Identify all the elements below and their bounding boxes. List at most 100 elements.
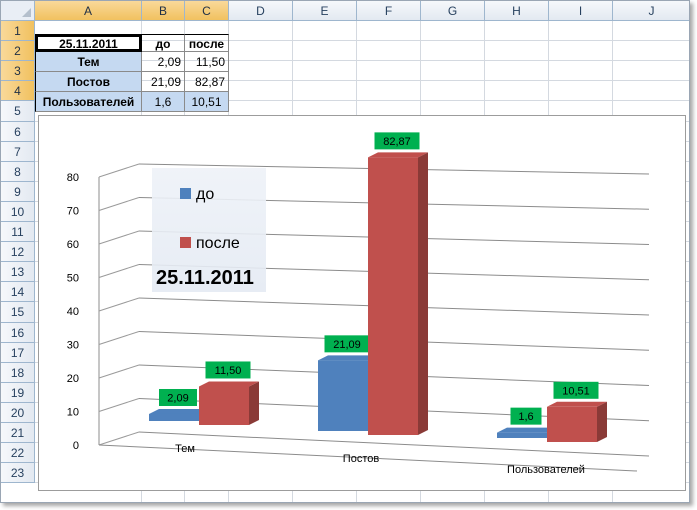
category-label: Тем <box>175 443 195 455</box>
row-header-4[interactable]: 4 <box>1 81 35 101</box>
gridline-side <box>98 230 140 245</box>
column-header-g[interactable]: G <box>421 1 485 21</box>
floor-edge <box>98 444 638 472</box>
legend-box <box>152 168 266 292</box>
bar-до <box>497 432 547 438</box>
cell-c1[interactable]: после <box>185 34 229 52</box>
cell-a3[interactable]: Постов <box>35 72 142 92</box>
column-header-a[interactable]: A <box>35 1 142 21</box>
row-header-17[interactable]: 17 <box>1 343 35 363</box>
category-label: Пользователей <box>507 464 585 476</box>
row-header-20[interactable]: 20 <box>1 403 35 423</box>
bar-после <box>547 406 597 442</box>
data-label: 82,87 <box>383 136 411 148</box>
row-header-12[interactable]: 12 <box>1 242 35 262</box>
row-header-21[interactable]: 21 <box>1 423 35 443</box>
data-label-box <box>374 132 420 150</box>
gridline-side <box>98 264 140 278</box>
row-header-19[interactable]: 19 <box>1 383 35 403</box>
bar-side <box>597 401 607 442</box>
row-header-11[interactable]: 11 <box>1 222 35 242</box>
column-header-d[interactable]: D <box>229 1 293 21</box>
y-tick-label: 80 <box>67 172 79 184</box>
row-header-8[interactable]: 8 <box>1 162 35 182</box>
row-header-15[interactable]: 15 <box>1 302 35 323</box>
gridline-side <box>98 331 140 345</box>
bar-после <box>368 157 418 435</box>
row-header-16[interactable]: 16 <box>1 323 35 343</box>
data-label: 10,51 <box>562 385 590 397</box>
data-label-box <box>553 381 599 399</box>
category-label: Постов <box>343 453 380 465</box>
gridline-side <box>98 197 140 211</box>
data-label: 21,09 <box>333 339 361 351</box>
cell-c2[interactable]: 11,50 <box>185 52 229 72</box>
chart-legend: до после 25.11.2011 <box>152 168 266 292</box>
column-header-b[interactable]: B <box>142 1 185 21</box>
y-tick-label: 10 <box>67 407 79 419</box>
cell-a1[interactable]: 25.11.2011 <box>35 34 142 52</box>
row-header-6[interactable]: 6 <box>1 122 35 142</box>
bar-side <box>249 381 259 425</box>
bar-top <box>199 381 259 387</box>
gridline-side <box>98 163 140 178</box>
row-header-14[interactable]: 14 <box>1 282 35 302</box>
column-header-c[interactable]: C <box>185 1 229 21</box>
gridline-row <box>35 100 689 101</box>
row-header-5[interactable]: 5 <box>1 101 35 122</box>
cell-b4[interactable]: 1,6 <box>142 92 185 112</box>
legend-swatch <box>180 188 191 199</box>
select-all-corner[interactable] <box>1 1 35 21</box>
legend-entry: до <box>196 186 214 203</box>
column-header-i[interactable]: I <box>549 1 613 21</box>
gridline-side <box>98 297 140 312</box>
data-label: 11,50 <box>215 365 242 377</box>
data-label-box <box>205 361 251 379</box>
y-tick-label: 60 <box>67 239 79 251</box>
cell-b3[interactable]: 21,09 <box>142 72 185 92</box>
row-header-13[interactable]: 13 <box>1 262 35 282</box>
chart-bars: 2,09 11,50 21,09 82,87 1,6 10,51 <box>149 132 607 442</box>
row-header-2[interactable]: 2 <box>1 41 35 61</box>
bar-side <box>418 152 428 435</box>
gridline-row <box>35 40 689 41</box>
row-header-18[interactable]: 18 <box>1 363 35 383</box>
y-tick-label: 20 <box>67 373 79 385</box>
data-label: 1,6 <box>518 411 533 423</box>
column-header-f[interactable]: F <box>357 1 421 21</box>
column-header-j[interactable]: J <box>613 1 689 21</box>
bar-top <box>149 408 209 414</box>
cell-a4[interactable]: Пользователей <box>35 92 142 112</box>
gridline-side <box>98 431 140 446</box>
y-tick-label: 0 <box>73 440 79 452</box>
bar-top <box>497 427 557 433</box>
column-header-e[interactable]: E <box>293 1 357 21</box>
data-label: 2,09 <box>167 392 188 404</box>
chart-object[interactable]: 0 10 20 30 40 50 60 70 80 2,09 11,50 21,09 82,87 1,6… <box>38 115 686 491</box>
row-header-9[interactable]: 9 <box>1 182 35 202</box>
cell-c3[interactable]: 82,87 <box>185 72 229 92</box>
row-header-22[interactable]: 22 <box>1 443 35 463</box>
bar-top <box>368 152 428 158</box>
chart-3d-column: 0 10 20 30 40 50 60 70 80 2,09 11,50 21,09 82,87 1,6… <box>67 132 650 476</box>
row-header-23[interactable]: 23 <box>1 463 35 483</box>
column-header-h[interactable]: H <box>485 1 549 21</box>
data-label-box <box>510 407 542 425</box>
row-header-10[interactable]: 10 <box>1 202 35 222</box>
data-label-box <box>324 335 370 353</box>
cell-a2[interactable]: Тем <box>35 52 142 72</box>
row-header-3[interactable]: 3 <box>1 61 35 81</box>
bar-top <box>318 355 378 361</box>
row-header-1[interactable]: 1 <box>1 21 35 41</box>
cell-b2[interactable]: 2,09 <box>142 52 185 72</box>
cell-c4[interactable]: 10,51 <box>185 92 229 112</box>
gridline-row <box>35 80 689 81</box>
gridline <box>138 431 650 457</box>
y-tick-label: 30 <box>67 340 79 352</box>
chart-y-axis: 0 10 20 30 40 50 60 70 80 <box>67 172 79 452</box>
row-header-7[interactable]: 7 <box>1 142 35 162</box>
cell-b1[interactable]: до <box>142 34 185 52</box>
bar-после <box>199 386 249 425</box>
bar-до <box>149 413 199 421</box>
